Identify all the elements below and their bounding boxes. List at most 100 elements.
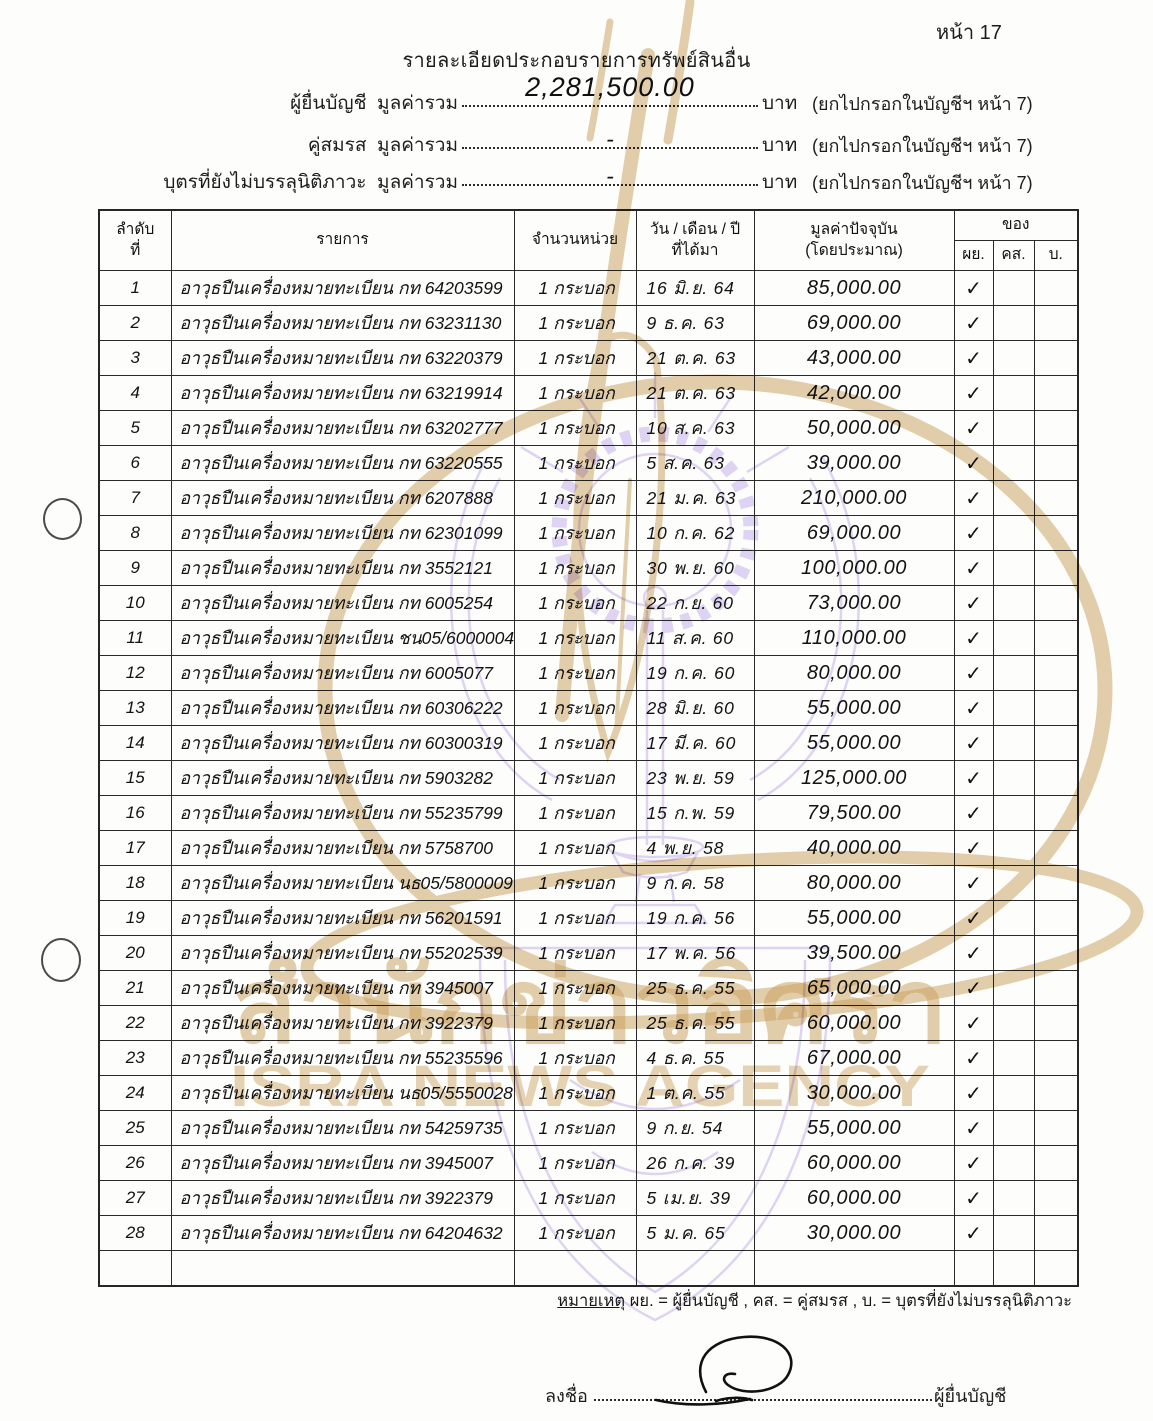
cell-item: อาวุธปืนเครื่องหมายทะเบียน กท 63219914 [170, 375, 515, 411]
cell-date: 5 เม.ย. 39 [635, 1180, 755, 1216]
cell-no: 1 [98, 270, 172, 306]
cell-no: 24 [98, 1075, 172, 1111]
cell-item: อาวุธปืนเครื่องหมายทะเบียน กท 64204632 [170, 1215, 515, 1251]
cell-check-declarant: ✓ [953, 515, 994, 551]
cell-value: 73,000.00 [753, 585, 955, 621]
table-row [98, 1250, 1079, 1286]
cell-value [753, 1250, 955, 1286]
table-row: 12 อาวุธปืนเครื่องหมายทะเบียน กท 6005077 1… [98, 655, 1079, 691]
cell-check-spouse [992, 550, 1035, 586]
cell-value: 30,000.00 [753, 1215, 955, 1251]
cell-check-declarant: ✓ [953, 270, 994, 306]
cell-no: 22 [98, 1005, 172, 1041]
cell-check-child [1033, 1250, 1079, 1286]
cell-value: 43,000.00 [753, 340, 955, 376]
cell-check-spouse [992, 515, 1035, 551]
cell-check-spouse [992, 760, 1035, 796]
table-row: 18 อาวุธปืนเครื่องหมายทะเบียน นธ05/580000… [98, 865, 1079, 901]
cell-date: 4 พ.ย. 58 [635, 830, 755, 866]
cell-no: 13 [98, 690, 172, 726]
cell-check-declarant: ✓ [953, 865, 994, 901]
cell-item: อาวุธปืนเครื่องหมายทะเบียน กท 63220555 [170, 445, 515, 481]
signature-dotted-line [594, 1399, 932, 1401]
col-header-child: บ. [1033, 240, 1079, 271]
cell-value: 80,000.00 [753, 865, 955, 901]
footnote-text: ผย. = ผู้ยื่นบัญชี , คส. = คู่สมรส , บ. … [625, 1292, 1072, 1310]
cell-check-spouse [992, 620, 1035, 656]
table-row: 15 อาวุธปืนเครื่องหมายทะเบียน กท 5903282 1… [98, 760, 1079, 796]
footnote: หมายเหตุ ผย. = ผู้ยื่นบัญชี , คส. = คู่ส… [512, 1288, 1072, 1314]
cell-date: 15 ก.พ. 59 [635, 795, 755, 831]
cell-value: 125,000.00 [753, 760, 955, 796]
cell-value: 69,000.00 [753, 515, 955, 551]
cell-qty: 1 กระบอก [513, 970, 637, 1006]
col-header-owner-group: ของ [953, 209, 1079, 241]
cell-item: อาวุธปืนเครื่องหมายทะเบียน กท 6005254 [170, 585, 515, 621]
cell-value: 80,000.00 [753, 655, 955, 691]
table-row: 26 อาวุธปืนเครื่องหมายทะเบียน กท 3945007 1… [98, 1145, 1079, 1181]
cell-check-spouse [992, 935, 1035, 971]
cell-check-child [1033, 480, 1079, 516]
cell-check-child [1033, 1215, 1079, 1251]
table-row: 28 อาวุธปืนเครื่องหมายทะเบียน กท 64204632… [98, 1215, 1079, 1251]
cell-check-child [1033, 935, 1079, 971]
cell-check-spouse [992, 830, 1035, 866]
cell-value: 100,000.00 [753, 550, 955, 586]
cell-qty: 1 กระบอก [513, 1215, 637, 1251]
cell-check-declarant: ✓ [953, 375, 994, 411]
cell-no: 6 [98, 445, 172, 481]
cell-qty: 1 กระบอก [513, 830, 637, 866]
cell-no: 12 [98, 655, 172, 691]
cell-no: 4 [98, 375, 172, 411]
cell-value: 39,500.00 [753, 935, 955, 971]
cell-check-child [1033, 725, 1079, 761]
col-header-no: ลำดับ ที่ [98, 209, 172, 271]
cell-check-spouse [992, 305, 1035, 341]
cell-check-declarant: ✓ [953, 900, 994, 936]
cell-check-spouse [992, 1110, 1035, 1146]
cell-date: 16 มิ.ย. 64 [635, 270, 755, 306]
cell-check-declarant: ✓ [953, 1215, 994, 1251]
cell-check-child [1033, 865, 1079, 901]
summary-row-declarant: ผู้ยื่นบัญชี มูลค่ารวม 2,281,500.00 บาท … [0, 72, 1153, 118]
cell-value: 65,000.00 [753, 970, 955, 1006]
cell-date: 9 ก.ย. 54 [635, 1110, 755, 1146]
summary-row-spouse: คู่สมรส มูลค่ารวม - บาท (ยกไปกรอกในบัญชี… [0, 126, 1153, 160]
cell-qty: 1 กระบอก [513, 655, 637, 691]
cell-no [98, 1250, 172, 1286]
cell-qty: 1 กระบอก [513, 865, 637, 901]
cell-check-spouse [992, 970, 1035, 1006]
cell-date: 17 มี.ค. 60 [635, 725, 755, 761]
cell-check-declarant [953, 1250, 994, 1286]
cell-date: 21 ต.ค. 63 [635, 375, 755, 411]
cell-qty: 1 กระบอก [513, 375, 637, 411]
cell-qty: 1 กระบอก [513, 515, 637, 551]
cell-value: 30,000.00 [753, 1075, 955, 1111]
cell-check-declarant: ✓ [953, 305, 994, 341]
cell-qty: 1 กระบอก [513, 1075, 637, 1111]
cell-date [635, 1250, 755, 1286]
summary-total-value: - [606, 163, 614, 189]
cell-date: 10 ส.ค. 63 [635, 410, 755, 446]
cell-value: 55,000.00 [753, 900, 955, 936]
cell-date: 9 ธ.ค. 63 [635, 305, 755, 341]
cell-date: 10 ก.ค. 62 [635, 515, 755, 551]
cell-qty: 1 กระบอก [513, 445, 637, 481]
cell-no: 20 [98, 935, 172, 971]
cell-item: อาวุธปืนเครื่องหมายทะเบียน กท 60306222 [170, 690, 515, 726]
cell-qty: 1 กระบอก [513, 620, 637, 656]
cell-check-spouse [992, 410, 1035, 446]
table-row: 17 อาวุธปืนเครื่องหมายทะเบียน กท 5758700 1… [98, 830, 1079, 866]
table-row: 1 อาวุธปืนเครื่องหมายทะเบียน กท 64203599 1… [98, 270, 1079, 306]
cell-qty: 1 กระบอก [513, 760, 637, 796]
cell-check-spouse [992, 725, 1035, 761]
summary-row-minor-children: บุตรที่ยังไม่บรรลุนิติภาวะ มูลค่ารวม - บ… [0, 163, 1153, 197]
cell-value: 60,000.00 [753, 1145, 955, 1181]
cell-no: 21 [98, 970, 172, 1006]
summary-total-value: 2,281,500.00 [525, 72, 695, 102]
table-row: 2 อาวุธปืนเครื่องหมายทะเบียน กท 63231130 1… [98, 305, 1079, 341]
currency-label: บาท [762, 93, 798, 114]
table-row: 19 อาวุธปืนเครื่องหมายทะเบียน กท 56201591… [98, 900, 1079, 936]
cell-check-child [1033, 445, 1079, 481]
cell-check-declarant: ✓ [953, 585, 994, 621]
